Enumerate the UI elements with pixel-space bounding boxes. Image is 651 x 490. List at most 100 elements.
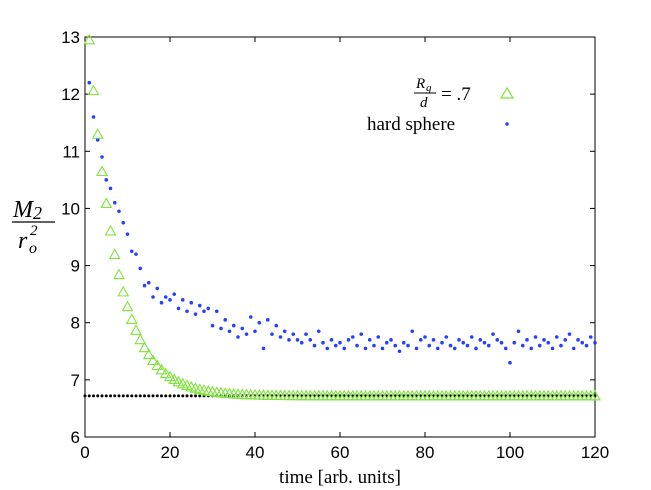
hard-sphere-point: [287, 338, 291, 342]
hard-sphere-point: [350, 335, 355, 339]
reference-point: [151, 394, 155, 398]
reference-point: [177, 394, 180, 398]
hard-sphere-point: [380, 346, 385, 351]
rg-point: [83, 33, 96, 45]
hard-sphere-point: [448, 343, 453, 348]
hard-sphere-point: [584, 343, 589, 348]
hard-sphere-point: [452, 346, 457, 351]
hard-sphere-point: [397, 349, 402, 354]
hard-sphere-point: [210, 323, 215, 328]
y-tick-label: 7: [71, 371, 80, 390]
hard-sphere-point: [363, 346, 368, 351]
hard-sphere-point: [431, 338, 436, 342]
hard-sphere-point: [129, 249, 134, 254]
hard-sphere-point: [236, 335, 240, 339]
reference-point: [121, 394, 125, 398]
reference-point: [194, 394, 197, 398]
hard-sphere-point: [503, 346, 508, 351]
hard-sphere-point: [406, 343, 410, 348]
hard-sphere-point: [495, 338, 500, 342]
hard-sphere-point: [304, 332, 308, 336]
x-tick-label: 60: [331, 443, 350, 462]
hard-sphere-point: [486, 343, 491, 348]
reference-point: [109, 394, 112, 398]
hard-sphere-point: [333, 343, 338, 348]
x-tick-label: 0: [80, 443, 89, 462]
hard-sphere-point: [278, 335, 283, 339]
x-tick-label: 100: [496, 443, 524, 462]
hard-sphere-point: [155, 286, 160, 291]
reference-point: [126, 394, 129, 398]
hard-sphere-point: [248, 315, 253, 319]
hard-sphere-point: [104, 178, 109, 182]
reference-point: [83, 394, 87, 398]
hard-sphere-point: [291, 332, 296, 336]
hard-sphere-point: [282, 329, 287, 334]
reference-point: [113, 394, 117, 398]
hard-sphere-point: [571, 346, 576, 351]
rg-point: [96, 165, 108, 177]
hard-sphere-point: [100, 155, 104, 159]
legend-rg-num-sub: g: [426, 82, 432, 94]
rg-point: [151, 359, 164, 371]
hard-sphere-point: [491, 332, 495, 336]
hard-sphere-point: [384, 340, 389, 345]
hard-sphere-point: [151, 295, 155, 299]
hard-sphere-point: [87, 80, 92, 85]
legend: R g d = .7 hard sphere: [367, 76, 515, 135]
hard-sphere-point: [134, 252, 138, 256]
hard-sphere-point: [444, 335, 449, 339]
rg-point: [134, 333, 147, 345]
reference-point: [185, 394, 189, 398]
rg-point: [117, 285, 130, 297]
reference-point: [181, 394, 185, 398]
y-tick-label: 12: [61, 85, 80, 104]
hard-sphere-point: [159, 300, 164, 305]
hard-sphere-point: [227, 329, 232, 334]
y-tick-label: 13: [61, 28, 80, 47]
hard-sphere-point: [469, 335, 474, 339]
hard-sphere-point: [440, 340, 444, 345]
rg-point: [100, 197, 113, 209]
rg-point: [138, 341, 151, 353]
hard-sphere-point: [516, 329, 521, 334]
legend-rg-den: d: [420, 95, 428, 111]
reference-point: [87, 394, 91, 398]
reference-point: [160, 394, 163, 398]
reference-point: [92, 394, 95, 398]
hard-sphere-point: [91, 115, 96, 119]
reference-point: [143, 394, 146, 398]
hard-sphere-point: [529, 346, 534, 351]
hard-sphere-point: [223, 318, 228, 322]
rg-point: [87, 84, 100, 96]
hard-sphere-point: [270, 332, 274, 336]
hard-sphere-point: [389, 338, 393, 342]
hard-sphere-point: [542, 338, 546, 342]
y-tick-label: 10: [61, 199, 80, 218]
reference-point: [198, 394, 202, 398]
hard-sphere-point: [168, 298, 172, 302]
rg-point: [164, 370, 176, 382]
hard-sphere-point: [240, 326, 245, 331]
hard-sphere-point: [295, 338, 300, 342]
y-axis-ticks: 6 7 8 9 10 11 12 13: [61, 28, 595, 447]
hard-sphere-point: [125, 232, 130, 236]
hard-sphere-point: [219, 326, 223, 331]
rg-point: [130, 324, 142, 335]
x-tick-label: 120: [581, 443, 609, 462]
y-tick-label: 8: [71, 314, 80, 333]
hard-sphere-point: [418, 338, 423, 342]
hard-sphere-point: [563, 338, 568, 342]
y-label-numerator: M: [12, 197, 35, 223]
rg-point: [147, 354, 159, 365]
rg-point: [113, 268, 125, 280]
legend-rg-tail: = .7: [441, 84, 471, 105]
hard-sphere-point: [231, 323, 236, 328]
rg-point: [91, 128, 104, 139]
hard-sphere-point: [244, 332, 249, 336]
hard-sphere-point: [163, 295, 168, 299]
y-label-denominator: r: [18, 228, 28, 254]
hard-sphere-point: [435, 346, 440, 351]
series-hard-sphere: [87, 80, 597, 365]
reference-point: [138, 394, 142, 398]
